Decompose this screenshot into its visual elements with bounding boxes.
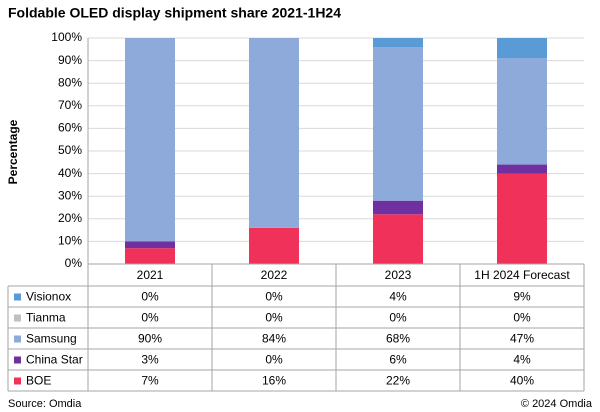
legend-marker (14, 377, 21, 385)
table-cell: 4% (389, 290, 407, 304)
y-axis-label: Percentage (6, 119, 20, 184)
legend-label: BOE (26, 374, 51, 388)
y-tick-label: 80% (58, 75, 82, 89)
y-tick-label: 10% (58, 234, 82, 248)
legend-marker (14, 293, 21, 301)
bar-segment (373, 47, 423, 201)
table-cell: 9% (513, 290, 531, 304)
bar-segment (125, 241, 175, 249)
bar-segment (249, 227, 299, 264)
credit: © 2024 Omdia (521, 398, 593, 410)
legend-label: China Star (26, 353, 83, 367)
table-cell: 16% (262, 374, 286, 388)
legend-label: Samsung (26, 332, 77, 346)
table-cell: 3% (141, 353, 159, 367)
table-cell: 47% (510, 332, 534, 346)
legend-label: Visionox (26, 290, 71, 304)
y-tick-label: 40% (58, 166, 82, 180)
x-tick-label: 1H 2024 Forecast (474, 268, 570, 282)
y-tick-label: 20% (58, 211, 82, 225)
y-tick-label: 30% (58, 188, 82, 202)
bar-segment (497, 58, 547, 165)
table-cell: 0% (141, 290, 159, 304)
bar-segment (125, 248, 175, 264)
x-tick-label: 2021 (137, 268, 164, 282)
y-tick-label: 100% (51, 30, 82, 44)
bar-segment (497, 164, 547, 174)
table-cell: 22% (386, 374, 410, 388)
legend-marker (14, 335, 21, 343)
table-cell: 0% (265, 353, 283, 367)
table-cell: 0% (513, 311, 531, 325)
table-cell: 68% (386, 332, 410, 346)
x-tick-label: 2023 (385, 268, 412, 282)
table-cell: 90% (138, 332, 162, 346)
source: Source: Omdia (8, 398, 82, 410)
bar-segment (497, 173, 547, 264)
bar-segment (373, 200, 423, 215)
table-cell: 40% (510, 374, 534, 388)
y-tick-label: 50% (58, 143, 82, 157)
table-cell: 84% (262, 332, 286, 346)
bar-segment (497, 38, 547, 59)
legend-marker (14, 356, 21, 364)
bar-segment (373, 214, 423, 264)
table-cell: 4% (513, 353, 531, 367)
x-tick-label: 2022 (261, 268, 288, 282)
legend-label: Tianma (26, 311, 66, 325)
bar-segment (249, 38, 299, 228)
table-cell: 0% (389, 311, 407, 325)
y-tick-label: 90% (58, 53, 82, 67)
table-cell: 7% (141, 374, 159, 388)
y-tick-label: 60% (58, 121, 82, 135)
y-tick-label: 70% (58, 98, 82, 112)
table-cell: 6% (389, 353, 407, 367)
table-cell: 0% (265, 290, 283, 304)
legend-marker (14, 314, 21, 322)
table-cell: 0% (141, 311, 159, 325)
table-cell: 0% (265, 311, 283, 325)
chart-title: Foldable OLED display shipment share 202… (8, 5, 341, 21)
y-tick-label: 0% (65, 256, 83, 270)
bar-segment (373, 38, 423, 48)
bar-segment (125, 38, 175, 242)
